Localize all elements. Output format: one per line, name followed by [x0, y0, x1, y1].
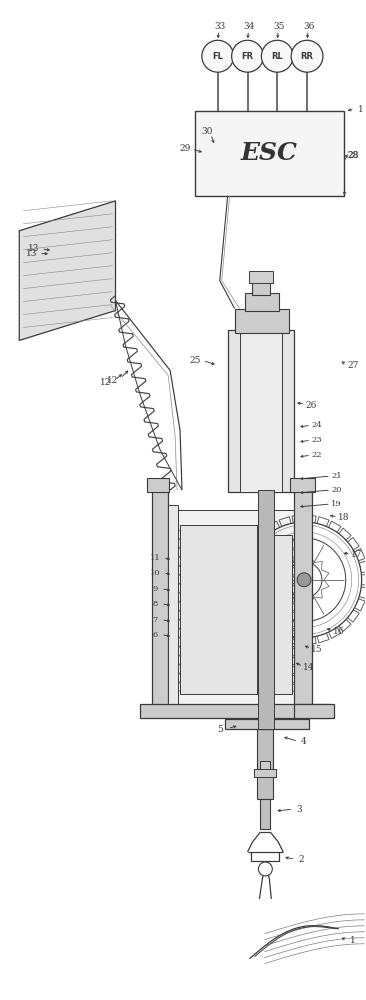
Bar	[225, 719, 309, 729]
Bar	[178, 510, 294, 704]
Bar	[168, 505, 178, 704]
Text: 10: 10	[150, 569, 161, 577]
Text: 28: 28	[347, 151, 358, 160]
Text: 25: 25	[189, 356, 201, 365]
Bar	[140, 704, 329, 718]
Bar	[152, 490, 168, 709]
Bar	[260, 799, 270, 829]
Text: 4: 4	[301, 737, 307, 746]
Text: FR: FR	[242, 52, 254, 61]
Text: 1: 1	[358, 105, 363, 114]
Text: 1: 1	[350, 936, 356, 945]
Text: 17: 17	[351, 550, 362, 559]
Text: 30: 30	[201, 127, 213, 136]
Text: 7: 7	[153, 616, 158, 624]
Text: 9: 9	[153, 585, 158, 593]
Text: 8: 8	[153, 600, 158, 608]
Bar	[274, 535, 292, 694]
Bar	[250, 271, 273, 283]
Text: 15: 15	[311, 645, 323, 654]
Text: 34: 34	[244, 22, 255, 31]
Text: 33: 33	[214, 22, 225, 31]
Bar	[257, 729, 273, 799]
Bar	[294, 490, 312, 709]
Bar	[253, 281, 270, 295]
Circle shape	[258, 862, 272, 876]
Bar	[180, 525, 257, 694]
Text: 6: 6	[153, 631, 158, 639]
Text: 21: 21	[332, 472, 342, 480]
Text: 18: 18	[338, 513, 350, 522]
Text: 11: 11	[150, 554, 161, 562]
Text: ESC: ESC	[241, 141, 298, 165]
Bar	[195, 111, 344, 196]
Text: 36: 36	[303, 22, 315, 31]
Text: 27: 27	[347, 361, 358, 370]
Bar	[290, 478, 315, 492]
Text: 20: 20	[332, 486, 342, 494]
Text: 26: 26	[305, 401, 317, 410]
Text: RL: RL	[272, 52, 283, 61]
Text: 3: 3	[296, 805, 302, 814]
Text: 28: 28	[347, 151, 358, 160]
Text: 14: 14	[303, 663, 315, 672]
Text: 24: 24	[311, 421, 322, 429]
Text: 5: 5	[217, 725, 223, 734]
Text: 2: 2	[298, 854, 304, 863]
Bar	[147, 478, 169, 492]
Circle shape	[291, 40, 323, 72]
Text: 13: 13	[27, 244, 39, 253]
Circle shape	[202, 40, 234, 72]
Text: 19: 19	[332, 500, 342, 508]
Text: RR: RR	[300, 52, 314, 61]
Text: 12: 12	[100, 378, 111, 387]
Text: 23: 23	[312, 436, 322, 444]
Text: FL: FL	[212, 52, 223, 61]
Bar	[235, 309, 289, 333]
Bar	[240, 320, 282, 492]
Text: 35: 35	[273, 22, 285, 31]
Text: 29: 29	[179, 144, 191, 153]
Circle shape	[261, 40, 293, 72]
Text: 13: 13	[26, 249, 37, 258]
Text: 22: 22	[312, 451, 322, 459]
Circle shape	[232, 40, 264, 72]
Bar	[244, 293, 279, 311]
Bar	[228, 330, 294, 492]
Bar	[294, 704, 334, 718]
Text: 16: 16	[333, 627, 344, 636]
Bar	[258, 490, 274, 729]
Bar	[260, 761, 270, 771]
Text: 12: 12	[107, 376, 118, 385]
Polygon shape	[19, 201, 116, 340]
Bar	[254, 769, 276, 777]
Circle shape	[297, 573, 311, 587]
